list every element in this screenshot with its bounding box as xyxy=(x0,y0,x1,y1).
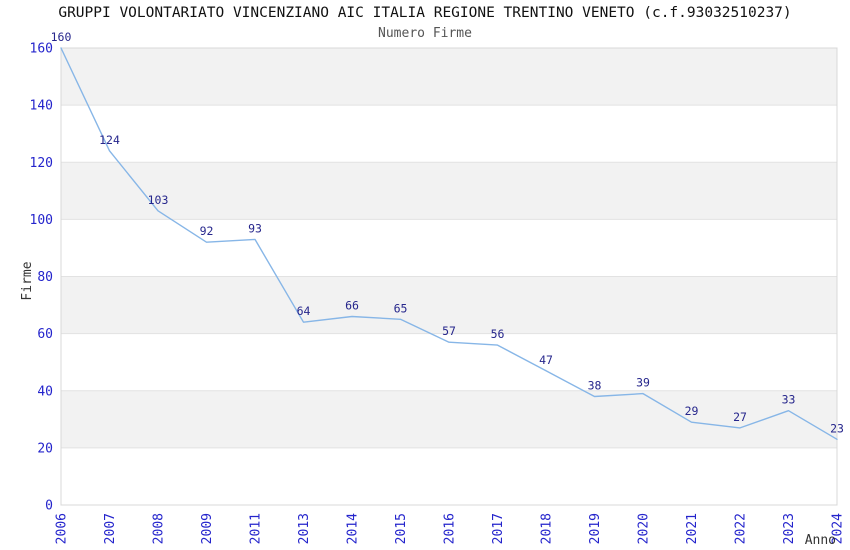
data-point-label: 65 xyxy=(394,301,408,315)
x-tick-label: 2018 xyxy=(540,513,555,544)
x-tick-label: 2016 xyxy=(443,513,458,544)
x-tick-label: 2013 xyxy=(297,513,312,544)
x-tick-label: 2014 xyxy=(346,513,361,544)
data-point-label: 92 xyxy=(200,224,214,238)
x-tick-label: 2021 xyxy=(685,513,700,544)
y-tick-label: 160 xyxy=(30,42,53,57)
data-point-label: 160 xyxy=(51,30,72,44)
data-point-label: 39 xyxy=(636,376,650,390)
data-point-label: 64 xyxy=(297,304,311,318)
y-axis-title: Firme xyxy=(20,261,35,300)
y-tick-label: 80 xyxy=(37,270,53,285)
y-tick-label: 0 xyxy=(45,499,53,514)
data-point-label: 103 xyxy=(148,193,169,207)
x-tick-label: 2011 xyxy=(249,513,264,544)
plot-band xyxy=(61,219,837,277)
x-tick-label: 2023 xyxy=(782,513,797,544)
y-tick-label: 120 xyxy=(30,156,53,171)
x-tick-label: 2006 xyxy=(55,513,70,544)
x-tick-label: 2007 xyxy=(103,513,118,544)
data-point-label: 57 xyxy=(442,324,456,338)
y-tick-label: 20 xyxy=(37,441,53,456)
x-tick-label: 2015 xyxy=(394,513,409,544)
plot-band xyxy=(61,162,837,220)
plot-band xyxy=(61,390,837,448)
x-tick-label: 2009 xyxy=(200,513,215,544)
x-axis-title: Anno xyxy=(805,533,836,548)
y-tick-label: 100 xyxy=(30,213,53,228)
data-point-label: 27 xyxy=(733,410,747,424)
y-tick-label: 140 xyxy=(30,99,53,114)
plot-band xyxy=(61,276,837,334)
data-point-label: 93 xyxy=(248,221,262,235)
chart-title: GRUPPI VOLONTARIATO VINCENZIANO AIC ITAL… xyxy=(58,5,792,21)
y-tick-label: 40 xyxy=(37,384,53,399)
x-tick-label: 2020 xyxy=(637,513,652,544)
plot-band xyxy=(61,48,837,106)
x-tick-label: 2019 xyxy=(588,513,603,544)
data-point-label: 56 xyxy=(491,327,505,341)
y-tick-label: 60 xyxy=(37,327,53,342)
x-tick-label: 2024 xyxy=(831,513,846,544)
plot-band xyxy=(61,105,837,163)
data-point-label: 124 xyxy=(99,133,120,147)
data-point-label: 23 xyxy=(830,421,844,435)
series-line xyxy=(60,47,838,440)
x-tick-label: 2022 xyxy=(734,513,749,544)
data-point-label: 66 xyxy=(345,299,359,313)
x-tick-label: 2008 xyxy=(152,513,167,544)
plot-border xyxy=(60,47,838,506)
plot-band xyxy=(61,333,837,391)
data-point-label: 38 xyxy=(588,379,602,393)
data-point-label: 29 xyxy=(685,404,699,418)
chart-subtitle: Numero Firme xyxy=(378,26,472,41)
plot-band xyxy=(61,447,837,505)
x-tick-label: 2017 xyxy=(491,513,506,544)
data-point-label: 33 xyxy=(782,393,796,407)
data-point-label: 47 xyxy=(539,353,553,367)
